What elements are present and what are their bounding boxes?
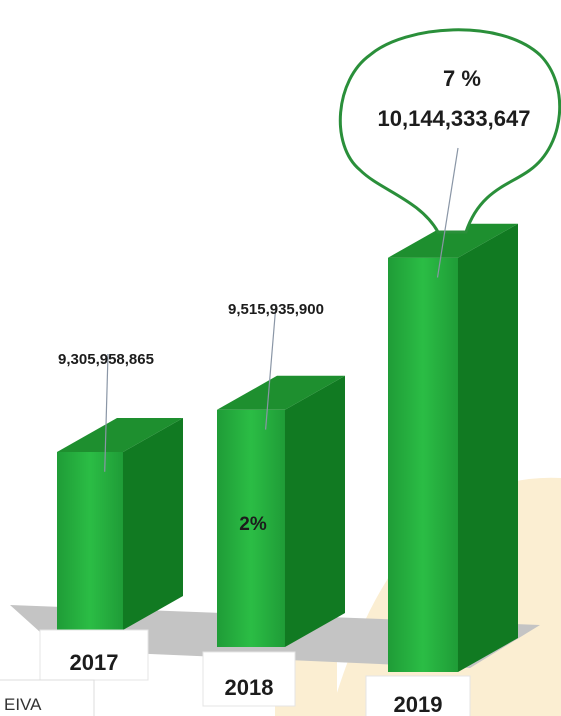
bar-side-2018 [285, 375, 345, 647]
leader-line-2019 [436, 147, 459, 278]
year-label-2019: 2019 [394, 692, 443, 716]
corner-box [0, 679, 95, 716]
bar-top-2017 [57, 417, 183, 452]
bar-top-2019 [388, 223, 518, 258]
value-label-2019: 10,144,333,647 [378, 106, 531, 131]
bar-front-2018 [217, 409, 285, 647]
value-label-2018: 9,515,935,900 [228, 301, 324, 318]
leader-line-2017 [104, 353, 109, 472]
value-label-2017: 9,305,958,865 [58, 351, 154, 368]
bar-front-2019 [388, 257, 458, 672]
bar-side-2017 [123, 417, 183, 630]
callout-bubble [338, 28, 561, 234]
year-box-2019 [365, 675, 471, 716]
leader-line-2018 [265, 303, 277, 430]
bar-side-2019 [458, 223, 518, 672]
year-label-2017: 2017 [70, 650, 119, 675]
growth-label-2019: 7 % [443, 66, 481, 91]
bar-top-2018 [217, 375, 345, 410]
growth-label-2018: 2% [239, 514, 267, 535]
labels-group: 9,305,958,865 9,515,935,900 2% 10,144,333,6… [58, 66, 530, 535]
bars-group [57, 223, 518, 672]
bar-front-2017 [57, 451, 123, 630]
year-box-2018 [202, 651, 296, 707]
year-box-2017 [39, 629, 149, 681]
corner-text: EIVA [4, 695, 42, 714]
year-labels-group: 2017 2018 2019 [39, 629, 471, 716]
year-label-2018: 2018 [225, 675, 274, 700]
